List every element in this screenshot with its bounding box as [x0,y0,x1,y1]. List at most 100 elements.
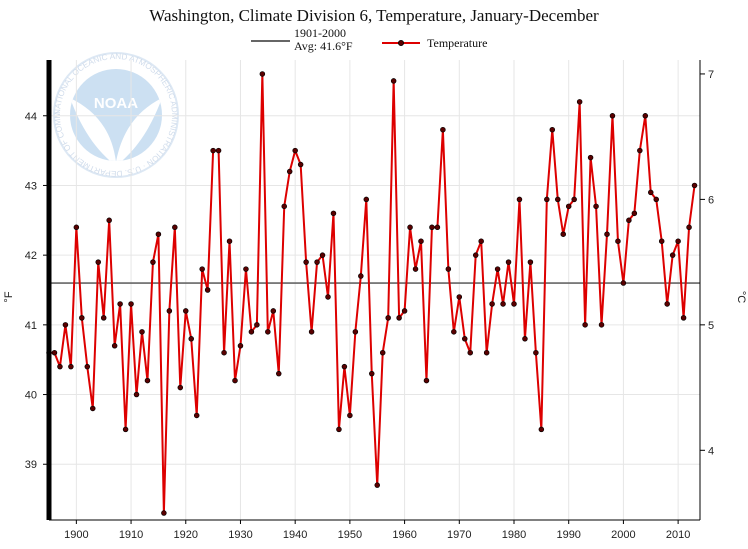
temperature-point [308,329,315,335]
temperature-point [626,217,632,224]
temperature-point [598,322,605,328]
temperature-point [576,99,583,105]
temperature-point [631,210,638,217]
temperature-point [352,329,359,335]
temperature-point [680,315,687,321]
temperature-point [292,147,298,154]
temperature-point [620,280,627,286]
x-tick-label: 1950 [338,529,362,541]
temperature-point [161,510,167,516]
y-left-tick-label: 44 [25,111,37,123]
x-tick-label: 1930 [228,529,252,541]
temperature-point [166,308,173,314]
temperature-point [297,161,304,168]
y-left-tick-label: 42 [25,250,37,262]
temperature-series [46,71,698,516]
temperature-point [62,322,69,328]
temperature-point [369,370,375,377]
temperature-point [494,266,501,272]
temperature-point [418,238,424,244]
temperature-point [658,238,665,244]
temperature-point [407,224,413,231]
temperature-point [462,336,468,342]
temperature-point [243,266,249,272]
temperature-point [226,238,233,244]
temperature-point [483,349,490,356]
temperature-point [434,224,441,231]
temperature-point [347,412,353,419]
temperature-point [204,287,211,293]
temperature-point [68,363,74,370]
temperature-point [314,259,320,265]
y-right-tick-label: 7 [708,69,714,81]
temperature-point [215,147,222,154]
temperature-point [390,78,397,84]
noaa-logo: NATIONAL OCEANIC AND ATMOSPHERIC ADMINIS… [0,0,179,178]
legend-temperature-marker [397,40,404,47]
temperature-point [106,217,112,224]
temperature-point [549,126,556,133]
temperature-point [139,329,145,335]
temperature-point [122,426,129,433]
temperature-point [303,259,309,265]
temperature-point [117,301,123,307]
temperature-point [587,154,594,161]
temperature-point [467,349,473,356]
temperature-point [150,259,156,265]
temperature-point [669,252,676,258]
temperature-point [445,266,452,272]
y-left-tick-label: 40 [25,390,37,402]
temperature-point [221,349,227,356]
temperature-point [358,273,364,279]
temperature-point [325,294,331,300]
temperature-point [615,238,621,244]
x-tick-label: 1900 [64,529,88,541]
temperature-point [374,482,380,488]
temperature-point [472,252,479,258]
y-left-tick-label: 43 [25,180,37,192]
temperature-point [555,196,561,203]
temperature-point [90,405,96,412]
temperature-point [254,322,260,328]
temperature-point [511,301,517,307]
x-tick-label: 1910 [119,529,143,541]
legend-average-label-line1: 1901-2000 [294,26,346,40]
logo-inner-disc [70,69,162,161]
temperature-point [177,384,184,391]
temperature-point [456,294,463,300]
temperature-point [593,203,599,210]
temperature-point [111,343,118,349]
y-left-tick-label: 41 [25,320,37,332]
temperature-point [423,377,430,384]
temperature-point [133,391,140,398]
temperature-point [648,189,654,196]
temperature-point [188,336,194,342]
temperature-point [51,349,58,356]
temperature-point [95,259,101,265]
temperature-point [522,336,528,342]
temperature-point [396,315,402,321]
temperature-point [565,203,572,210]
temperature-point [100,315,107,321]
temperature-point [286,168,293,175]
temperature-point [604,231,610,237]
legend: 1901-2000 Avg: 41.6°F Temperature [251,26,487,53]
x-tick-label: 1940 [283,529,307,541]
temperature-point [237,343,244,349]
temperature-point [642,113,649,119]
temperature-point [84,363,91,370]
x-tick-label: 1980 [502,529,526,541]
logo-text: NOAA [94,95,138,112]
temperature-point [505,259,512,265]
temperature-point [560,231,566,237]
temperature-point [248,329,255,335]
y-right-tick-label: 5 [708,320,714,332]
temperature-point [500,301,506,307]
temperature-point [571,196,577,203]
temperature-point [265,329,271,335]
y-right-tick-label: 4 [708,445,714,457]
temperature-point [379,349,386,356]
left-axis-unit-label: °F [3,291,15,302]
logo-outer-ring [53,52,179,178]
